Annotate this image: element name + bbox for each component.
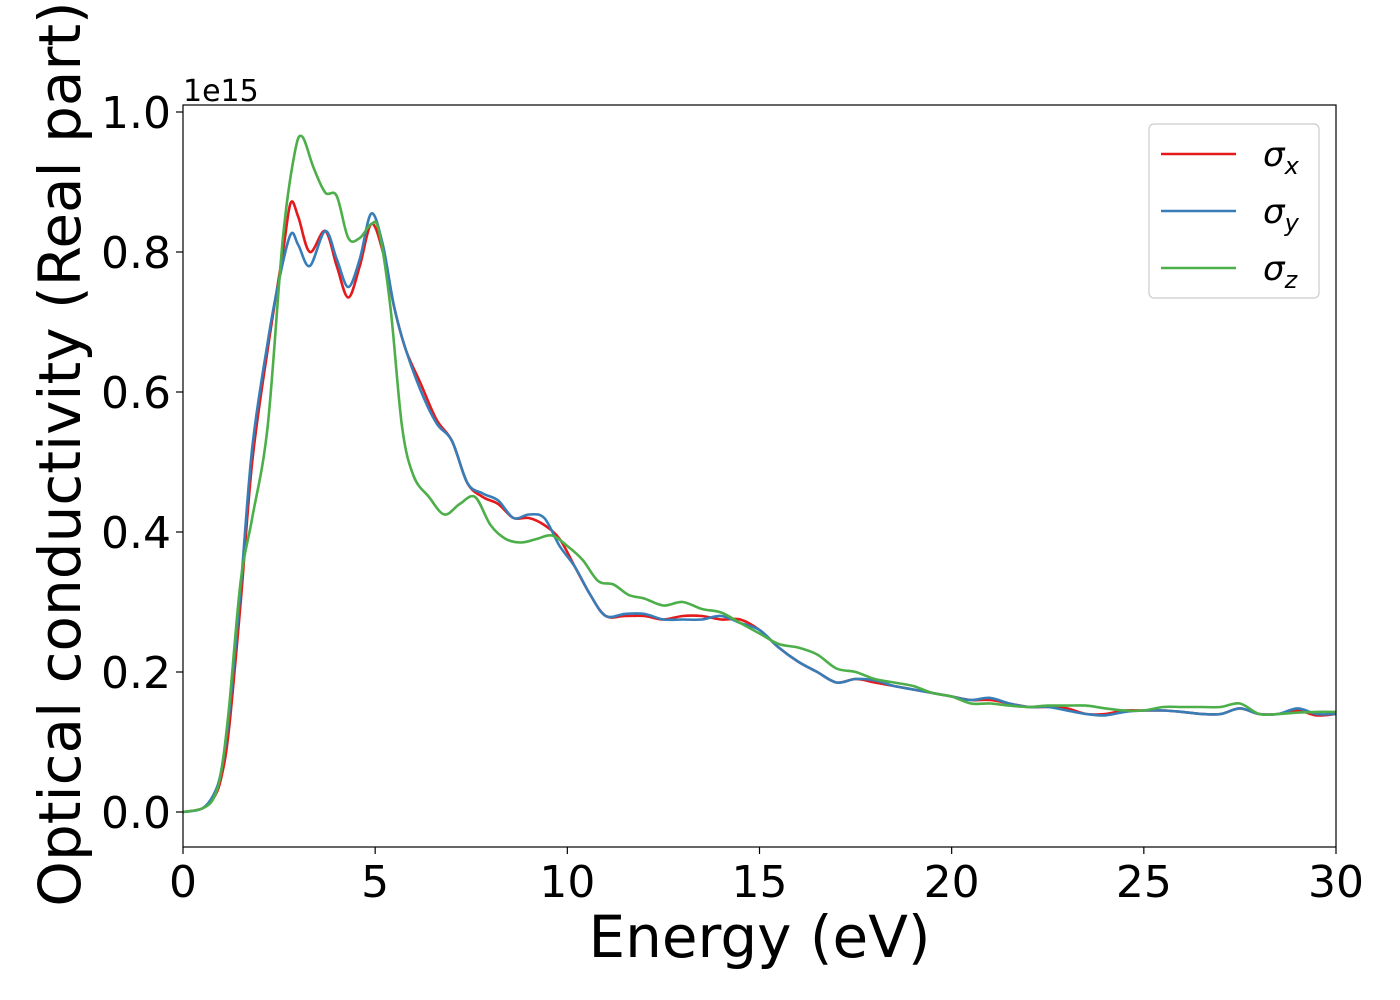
x-tick-label: 15: [732, 857, 788, 908]
x-tick-label: 0: [169, 857, 197, 908]
y-axis-ticks: 0.0 0.2 0.4 0.6 0.8 1.0: [101, 88, 183, 839]
x-axis-title: Energy (eV): [588, 903, 930, 971]
x-tick-label: 5: [361, 857, 389, 908]
y-offset-label: 1e15: [183, 74, 259, 109]
y-tick-label: 0.0: [101, 788, 171, 839]
series-line-sigma-x: [183, 200, 1336, 814]
y-tick-label: 1.0: [101, 88, 171, 139]
y-tick-label: 0.4: [101, 508, 171, 559]
x-tick-label: 20: [924, 857, 980, 908]
series-layer: [183, 134, 1336, 814]
legend-label-sigma-x: σx: [1263, 135, 1300, 180]
legend: σx σy σz: [1148, 123, 1320, 299]
x-tick-label: 10: [539, 857, 595, 908]
y-tick-label: 0.8: [101, 228, 171, 279]
y-tick-label: 0.2: [101, 648, 171, 699]
legend-label-sigma-z: σz: [1263, 249, 1299, 294]
y-axis-title: Optical conductivity (Real part): [26, 1, 94, 906]
series-line-sigma-z: [183, 134, 1336, 814]
legend-label-sigma-y: σy: [1263, 192, 1300, 237]
x-tick-label: 30: [1308, 857, 1364, 908]
x-axis-ticks: 0 5 10 15 20 25 30: [169, 847, 1364, 908]
x-tick-label: 25: [1116, 857, 1172, 908]
y-tick-label: 0.6: [101, 368, 171, 419]
series-line-sigma-y: [183, 212, 1336, 814]
